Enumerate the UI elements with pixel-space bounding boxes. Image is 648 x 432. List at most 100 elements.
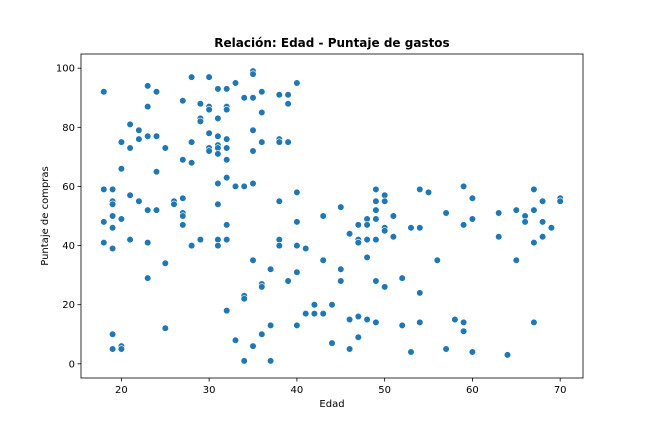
data-point-116 bbox=[293, 218, 301, 226]
data-point-102 bbox=[267, 321, 275, 330]
data-point-164 bbox=[416, 224, 424, 232]
data-point-99 bbox=[258, 283, 266, 291]
data-point-168 bbox=[433, 256, 441, 264]
data-point-79 bbox=[231, 79, 240, 87]
data-point-144 bbox=[363, 315, 371, 324]
data-point-171 bbox=[451, 315, 459, 324]
data-point-162 bbox=[407, 348, 415, 356]
x-tick-label: 70 bbox=[554, 385, 567, 396]
chart-title: Relación: Edad - Puntaje de gastos bbox=[214, 36, 449, 50]
data-point-122 bbox=[310, 301, 319, 309]
data-point-56 bbox=[205, 129, 213, 137]
data-point-183 bbox=[512, 256, 520, 264]
data-point-91 bbox=[249, 147, 257, 155]
x-tick-label: 30 bbox=[203, 385, 216, 396]
data-point-189 bbox=[530, 318, 538, 327]
data-point-180 bbox=[495, 233, 503, 241]
data-point-10 bbox=[108, 330, 117, 338]
data-point-67 bbox=[214, 236, 222, 244]
data-point-150 bbox=[372, 277, 380, 285]
data-point-147 bbox=[372, 206, 380, 214]
data-point-103 bbox=[267, 357, 275, 365]
data-point-121 bbox=[302, 310, 310, 318]
data-point-40 bbox=[179, 156, 187, 164]
x-tick-label: 20 bbox=[115, 385, 128, 396]
data-point-43 bbox=[179, 212, 187, 220]
data-point-38 bbox=[170, 200, 178, 208]
data-point-149 bbox=[372, 236, 380, 244]
data-point-188 bbox=[530, 239, 538, 247]
data-point-92 bbox=[249, 179, 257, 188]
data-point-182 bbox=[512, 206, 520, 214]
data-point-138 bbox=[354, 312, 362, 321]
data-point-148 bbox=[372, 215, 380, 223]
data-point-94 bbox=[249, 342, 257, 350]
data-point-30 bbox=[152, 88, 161, 96]
data-point-119 bbox=[293, 321, 301, 330]
data-point-85 bbox=[240, 295, 248, 303]
data-point-61 bbox=[214, 132, 222, 140]
data-point-132 bbox=[346, 230, 354, 238]
data-point-78 bbox=[223, 307, 231, 315]
data-point-134 bbox=[346, 345, 354, 353]
data-point-74 bbox=[223, 156, 231, 164]
data-point-39 bbox=[179, 97, 187, 105]
data-point-160 bbox=[398, 321, 406, 330]
data-point-193 bbox=[547, 224, 556, 232]
data-point-2 bbox=[100, 218, 108, 226]
data-point-32 bbox=[152, 168, 161, 176]
y-tick-label: 60 bbox=[62, 182, 75, 193]
data-point-90 bbox=[249, 126, 257, 134]
data-point-3 bbox=[100, 239, 108, 247]
data-point-31 bbox=[152, 132, 161, 140]
data-point-9 bbox=[108, 244, 117, 253]
data-point-64 bbox=[214, 150, 222, 158]
data-point-86 bbox=[240, 357, 248, 365]
data-point-106 bbox=[275, 138, 283, 146]
data-point-75 bbox=[223, 174, 231, 182]
data-point-13 bbox=[117, 165, 125, 173]
data-point-115 bbox=[293, 188, 301, 196]
data-point-47 bbox=[188, 159, 196, 167]
data-point-28 bbox=[144, 239, 152, 247]
data-point-19 bbox=[126, 191, 134, 199]
data-point-82 bbox=[240, 94, 248, 102]
data-point-161 bbox=[407, 224, 415, 232]
data-point-165 bbox=[416, 289, 424, 297]
data-point-143 bbox=[363, 253, 371, 261]
data-point-126 bbox=[319, 310, 327, 318]
data-point-185 bbox=[521, 218, 529, 226]
data-point-110 bbox=[284, 91, 292, 99]
data-point-11 bbox=[108, 345, 117, 353]
data-point-130 bbox=[337, 265, 345, 273]
data-point-141 bbox=[363, 221, 371, 229]
data-point-120 bbox=[302, 244, 310, 253]
x-tick-label: 60 bbox=[466, 385, 479, 396]
data-point-6 bbox=[108, 200, 117, 208]
data-point-145 bbox=[372, 185, 380, 193]
data-point-191 bbox=[538, 218, 547, 226]
data-point-24 bbox=[144, 82, 152, 90]
data-point-135 bbox=[354, 221, 362, 229]
x-axis: 20 30 40 50 60 70 bbox=[115, 378, 567, 396]
data-point-83 bbox=[240, 182, 248, 190]
data-point-146 bbox=[372, 197, 380, 205]
data-point-0 bbox=[100, 88, 108, 96]
data-point-4 bbox=[108, 185, 117, 193]
data-point-66 bbox=[214, 200, 222, 208]
data-point-111 bbox=[284, 100, 292, 108]
data-point-29 bbox=[144, 274, 152, 282]
data-point-46 bbox=[188, 138, 196, 146]
data-point-127 bbox=[328, 301, 336, 309]
data-point-151 bbox=[372, 318, 380, 327]
data-point-186 bbox=[530, 185, 538, 193]
data-point-123 bbox=[310, 310, 319, 318]
data-point-45 bbox=[188, 73, 196, 81]
data-point-158 bbox=[389, 233, 398, 241]
data-point-114 bbox=[293, 79, 301, 87]
data-point-174 bbox=[460, 318, 468, 327]
data-point-60 bbox=[214, 114, 222, 122]
plot-frame bbox=[80, 53, 584, 379]
data-point-80 bbox=[231, 182, 240, 190]
x-axis-label: Edad bbox=[319, 399, 344, 410]
